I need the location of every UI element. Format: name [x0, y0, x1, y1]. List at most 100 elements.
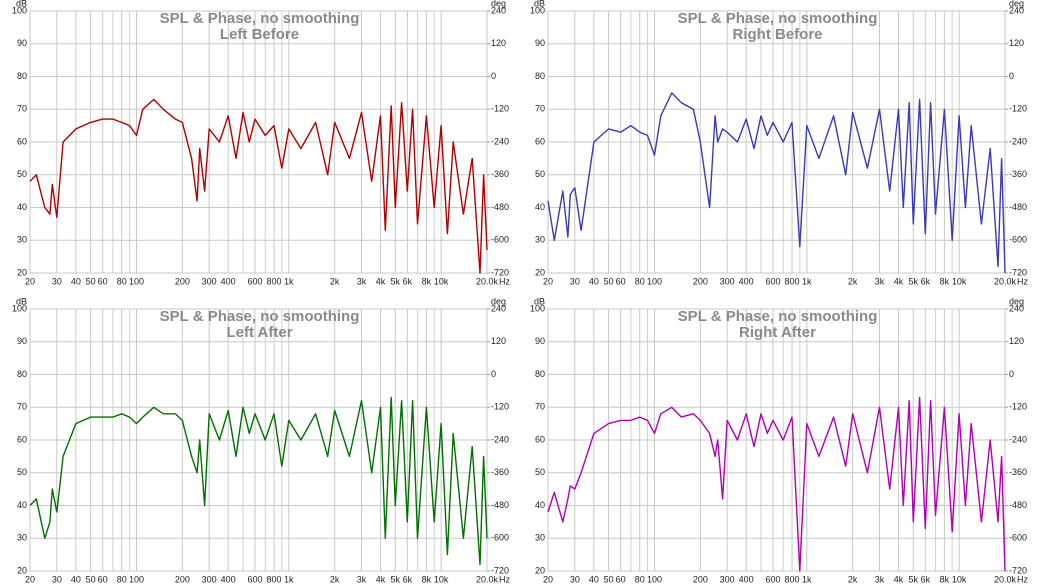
- x-tick-label: 300: [720, 276, 735, 286]
- y-tick-label: 70: [535, 104, 545, 114]
- y2-tick-label: -360: [1009, 467, 1027, 477]
- y2-tick-label: -600: [491, 235, 509, 245]
- y-axis-label: dB: [534, 0, 545, 8]
- chart-title: SPL & Phase, no smoothing: [160, 10, 360, 27]
- y2-axis-label: deg: [491, 0, 506, 8]
- x-tick-label: 3k: [357, 574, 367, 584]
- y2-tick-label: -720: [1009, 267, 1027, 277]
- x-tick-label: 4k: [894, 574, 904, 584]
- y2-axis-label: deg: [1009, 0, 1024, 8]
- x-tick-label: 4k: [894, 276, 904, 286]
- x-tick-label: 40: [589, 276, 599, 286]
- y-axis-label: dB: [16, 296, 27, 306]
- y-tick-label: 50: [17, 467, 27, 477]
- x-tick-label: 600: [765, 574, 780, 584]
- x-tick-label: 300: [202, 276, 217, 286]
- y-tick-label: 60: [17, 136, 27, 146]
- x-tick-label: 200: [693, 276, 708, 286]
- x-tick-label: 40: [71, 276, 81, 286]
- y2-tick-label: 0: [491, 369, 496, 379]
- x-tick-label: 2k: [330, 276, 340, 286]
- x-tick-label: 5k: [909, 276, 919, 286]
- x-tick-label: 400: [221, 276, 236, 286]
- chart-subtitle: Left Before: [220, 26, 299, 43]
- y2-tick-label: 0: [491, 71, 496, 81]
- y2-tick-label: 120: [1009, 38, 1024, 48]
- y-tick-label: 100: [12, 303, 27, 313]
- x-tick-label: 10k: [952, 276, 967, 286]
- x-tick-label: 300: [202, 574, 217, 584]
- chart-subtitle: Right Before: [733, 26, 823, 43]
- y-tick-label: 30: [17, 533, 27, 543]
- y2-tick-label: 240: [491, 5, 506, 15]
- x-tick-label: 2k: [848, 574, 858, 584]
- x-tick-label: 80: [635, 574, 645, 584]
- y2-tick-label: -600: [1009, 533, 1027, 543]
- y2-tick-label: -120: [491, 402, 509, 412]
- x-tick-label: 100: [129, 574, 144, 584]
- x-tick-label: 10k: [434, 276, 449, 286]
- y-tick-label: 20: [17, 267, 27, 277]
- y2-tick-label: 240: [491, 303, 506, 313]
- y-tick-label: 50: [535, 467, 545, 477]
- x-tick-label: 50: [86, 574, 96, 584]
- y2-axis-label: deg: [491, 296, 506, 306]
- y-tick-label: 100: [12, 5, 27, 15]
- chart-title: SPL & Phase, no smoothing: [678, 308, 878, 325]
- y-tick-label: 50: [535, 169, 545, 179]
- x-tick-label: 4k: [376, 276, 386, 286]
- y-tick-label: 90: [535, 38, 545, 48]
- x-tick-label: 60: [98, 574, 108, 584]
- x-tick-label: 30: [52, 574, 62, 584]
- y-tick-label: 90: [535, 336, 545, 346]
- x-axis-label: Hz: [499, 574, 510, 584]
- x-tick-label: 30: [570, 574, 580, 584]
- x-tick-label: 200: [693, 574, 708, 584]
- y-tick-label: 80: [535, 71, 545, 81]
- x-tick-label: 5k: [391, 276, 401, 286]
- y2-tick-label: -240: [1009, 434, 1027, 444]
- y-tick-label: 40: [535, 500, 545, 510]
- x-tick-label: 6k: [921, 574, 931, 584]
- y-tick-label: 100: [530, 5, 545, 15]
- x-tick-label: 40: [589, 574, 599, 584]
- x-tick-label: 400: [739, 276, 754, 286]
- x-tick-label: 6k: [403, 574, 413, 584]
- x-tick-label: 60: [616, 276, 626, 286]
- y2-tick-label: -600: [491, 533, 509, 543]
- y-tick-label: 40: [17, 500, 27, 510]
- y2-tick-label: 120: [491, 38, 506, 48]
- chart-title: SPL & Phase, no smoothing: [160, 308, 360, 325]
- x-tick-label: 800: [267, 276, 282, 286]
- x-tick-label: 400: [221, 574, 236, 584]
- spl-line: [547, 396, 1006, 572]
- x-tick-label: 600: [765, 276, 780, 286]
- x-tick-label: 1k: [284, 574, 294, 584]
- y2-tick-label: -360: [491, 169, 509, 179]
- y2-tick-label: 120: [491, 336, 506, 346]
- x-tick-label: 800: [785, 574, 800, 584]
- x-tick-label: 60: [616, 574, 626, 584]
- x-tick-label: 10k: [952, 574, 967, 584]
- x-tick-label: 400: [739, 574, 754, 584]
- y2-tick-label: -720: [491, 267, 509, 277]
- x-tick-label: 20.0k: [476, 574, 499, 584]
- x-tick-label: 80: [117, 276, 127, 286]
- x-tick-label: 20.0k: [476, 276, 499, 286]
- x-axis-label: Hz: [1017, 276, 1028, 286]
- x-tick-label: 800: [785, 276, 800, 286]
- x-tick-label: 20: [25, 276, 35, 286]
- x-tick-label: 600: [247, 276, 262, 286]
- x-tick-label: 50: [604, 574, 614, 584]
- x-tick-label: 200: [175, 574, 190, 584]
- x-tick-label: 1k: [284, 276, 294, 286]
- x-tick-label: 10k: [434, 574, 449, 584]
- x-tick-label: 20: [25, 574, 35, 584]
- y-tick-label: 60: [535, 136, 545, 146]
- y-tick-label: 90: [17, 38, 27, 48]
- spl-line: [29, 98, 488, 274]
- y2-tick-label: -480: [1009, 202, 1027, 212]
- y-tick-label: 30: [535, 533, 545, 543]
